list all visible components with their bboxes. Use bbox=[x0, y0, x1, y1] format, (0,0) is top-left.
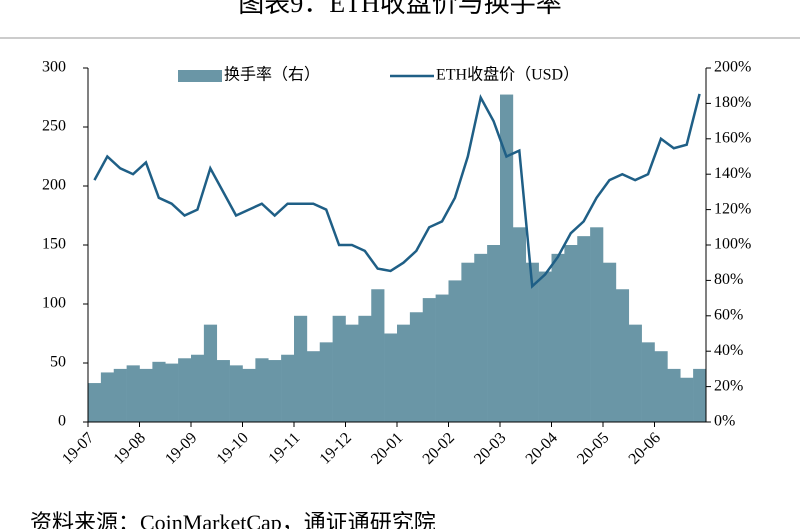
x-tick-label: 20-05 bbox=[574, 429, 612, 467]
x-tick-label: 19-07 bbox=[59, 429, 97, 467]
y-tick-label: 50 bbox=[50, 354, 66, 371]
x-tick-label: 20-01 bbox=[368, 429, 406, 467]
bar bbox=[448, 280, 462, 422]
bar bbox=[654, 351, 668, 422]
bar bbox=[422, 298, 436, 422]
bar bbox=[628, 324, 642, 422]
bar bbox=[242, 368, 256, 422]
bar bbox=[255, 358, 269, 422]
bar bbox=[281, 354, 295, 422]
bar bbox=[113, 368, 127, 422]
x-tick-label: 20-04 bbox=[523, 429, 561, 467]
legend-label: 换手率（右） bbox=[224, 66, 320, 84]
bar bbox=[409, 312, 424, 422]
y-tick-label: 150 bbox=[42, 236, 66, 253]
bar bbox=[538, 271, 552, 422]
bar bbox=[332, 315, 346, 422]
legend-label: ETH收盘价（USD） bbox=[436, 65, 579, 84]
x-tick-label: 20-02 bbox=[420, 429, 458, 467]
x-tick-label: 20-03 bbox=[471, 429, 509, 467]
bar bbox=[229, 365, 243, 422]
bar bbox=[294, 315, 308, 422]
bar bbox=[461, 262, 475, 422]
chart-title: 图表9：ETH收盘价与换手率 bbox=[238, 0, 562, 18]
bar bbox=[474, 253, 488, 422]
bar bbox=[667, 368, 681, 422]
y2-tick-label: 160% bbox=[714, 129, 751, 146]
bar bbox=[615, 289, 630, 422]
bar bbox=[126, 365, 140, 422]
bar bbox=[306, 351, 321, 422]
y-tick-label: 250 bbox=[42, 118, 66, 135]
y2-tick-label: 80% bbox=[714, 271, 743, 288]
bar bbox=[165, 363, 179, 422]
bar bbox=[139, 368, 153, 422]
legend-swatch bbox=[178, 70, 222, 82]
bar bbox=[397, 324, 411, 422]
bar bbox=[178, 358, 192, 422]
y2-tick-label: 200% bbox=[714, 59, 751, 76]
bar bbox=[487, 245, 501, 422]
bar bbox=[345, 324, 359, 422]
bar bbox=[500, 94, 514, 423]
y-tick-label: 300 bbox=[42, 59, 66, 76]
x-tick-label: 19-09 bbox=[162, 429, 200, 467]
bar bbox=[216, 360, 230, 422]
bar bbox=[551, 253, 565, 422]
bar bbox=[577, 236, 591, 422]
bar bbox=[88, 383, 102, 422]
price-line bbox=[93, 93, 701, 289]
y2-tick-label: 60% bbox=[714, 306, 743, 323]
bar bbox=[384, 333, 398, 422]
bar bbox=[680, 377, 694, 422]
y2-tick-label: 20% bbox=[714, 377, 743, 394]
bar bbox=[358, 315, 372, 422]
bar bbox=[641, 342, 655, 422]
x-tick-label: 20-06 bbox=[626, 429, 664, 467]
bar bbox=[203, 324, 218, 422]
y-tick-label: 200 bbox=[42, 177, 66, 194]
y-tick-label: 0 bbox=[58, 413, 66, 430]
y2-tick-label: 100% bbox=[714, 236, 751, 253]
y-tick-label: 100 bbox=[42, 295, 66, 312]
bar bbox=[525, 262, 539, 422]
x-tick-label: 19-11 bbox=[265, 429, 303, 467]
bar bbox=[603, 262, 617, 422]
y2-tick-label: 140% bbox=[714, 165, 751, 182]
y2-tick-label: 0% bbox=[714, 413, 735, 430]
bar bbox=[191, 354, 205, 422]
x-tick-label: 19-12 bbox=[317, 429, 355, 467]
bar bbox=[564, 245, 578, 422]
y2-tick-label: 40% bbox=[714, 342, 743, 359]
bar bbox=[100, 372, 115, 422]
source: 资料来源：CoinMarketCap，通证通研究院 bbox=[30, 510, 436, 529]
bar bbox=[371, 289, 385, 422]
bar bbox=[693, 368, 707, 422]
bar bbox=[268, 360, 282, 422]
bar bbox=[435, 294, 449, 422]
bar bbox=[512, 227, 527, 422]
x-tick-label: 19-08 bbox=[111, 429, 149, 467]
bar bbox=[590, 227, 604, 422]
y2-tick-label: 120% bbox=[714, 200, 751, 217]
bar bbox=[152, 361, 166, 422]
y2-tick-label: 180% bbox=[714, 94, 751, 111]
x-tick-label: 19-10 bbox=[214, 429, 252, 467]
bar bbox=[319, 342, 333, 422]
